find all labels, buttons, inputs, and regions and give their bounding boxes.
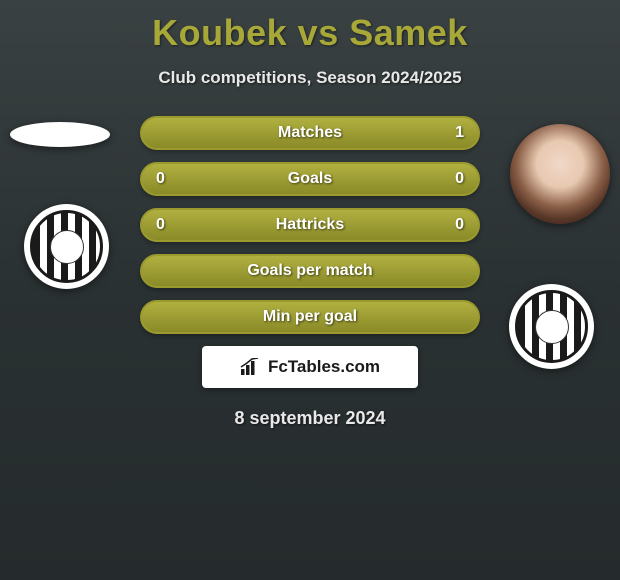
attribution-text: FcTables.com — [268, 357, 380, 377]
club-badge-right — [509, 284, 594, 369]
attribution-badge[interactable]: FcTables.com — [202, 346, 418, 388]
stat-row-matches: Matches 1 — [140, 116, 480, 150]
player-left-photo — [10, 122, 110, 147]
bar-chart-icon — [240, 358, 262, 376]
stat-value-right: 1 — [455, 124, 464, 142]
stat-value-right: 0 — [455, 170, 464, 188]
stat-label: Goals — [288, 170, 332, 188]
stat-row-goals-per-match: Goals per match — [140, 254, 480, 288]
club-crest-icon — [30, 210, 103, 283]
stat-label: Min per goal — [263, 308, 357, 326]
stats-list: Matches 1 0 Goals 0 0 Hattricks 0 Goals … — [140, 116, 480, 334]
club-crest-icon — [515, 290, 588, 363]
stat-value-right: 0 — [455, 216, 464, 234]
stat-label: Matches — [278, 124, 342, 142]
stat-label: Goals per match — [247, 262, 372, 280]
date-text: 8 september 2024 — [0, 408, 620, 429]
page-title: Koubek vs Samek — [0, 0, 620, 54]
stat-value-left: 0 — [156, 170, 165, 188]
player-right-photo — [510, 124, 610, 224]
stat-row-min-per-goal: Min per goal — [140, 300, 480, 334]
stat-value-left: 0 — [156, 216, 165, 234]
club-badge-left — [24, 204, 109, 289]
stat-label: Hattricks — [276, 216, 344, 234]
comparison-panel: Matches 1 0 Goals 0 0 Hattricks 0 Goals … — [0, 116, 620, 429]
subtitle: Club competitions, Season 2024/2025 — [0, 68, 620, 88]
stat-row-goals: 0 Goals 0 — [140, 162, 480, 196]
stat-row-hattricks: 0 Hattricks 0 — [140, 208, 480, 242]
